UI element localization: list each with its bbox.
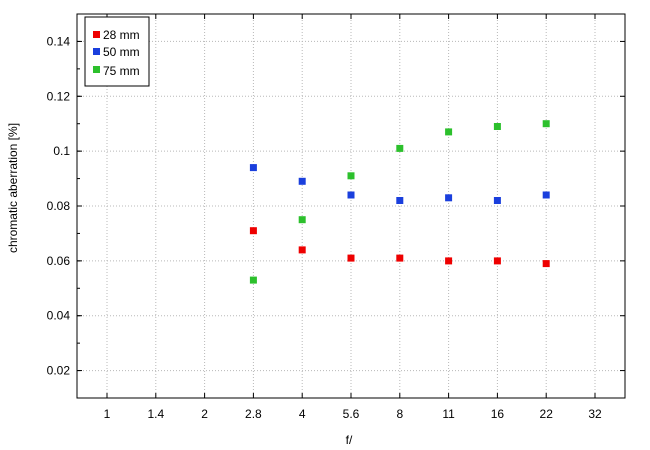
y-tick-label: 0.04 bbox=[47, 309, 71, 323]
point-75mm-f22 bbox=[542, 120, 550, 128]
x-tick-label: 16 bbox=[491, 407, 505, 421]
legend-marker-75mm bbox=[93, 66, 100, 73]
x-tick-label: 2 bbox=[201, 407, 208, 421]
x-tick-label: 22 bbox=[540, 407, 554, 421]
legend-item-75mm: 75 mm bbox=[93, 64, 140, 78]
axis-ticks bbox=[77, 13, 625, 399]
x-axis-label: f/ bbox=[346, 433, 353, 447]
x-axis-tick-labels: 1 1.4 2 2.8 4 5.6 8 11 16 22 32 bbox=[104, 407, 602, 421]
point-75mm-f2.8 bbox=[249, 276, 257, 284]
legend-item-28mm: 28 mm bbox=[93, 28, 140, 42]
y-axis-label: chromatic aberration [%] bbox=[6, 123, 20, 253]
point-50mm-f16 bbox=[493, 197, 501, 204]
point-50mm-f5.6 bbox=[347, 191, 355, 199]
x-tick-label: 8 bbox=[396, 407, 403, 421]
point-75mm-f4 bbox=[298, 216, 306, 224]
x-tick-label: 11 bbox=[442, 407, 455, 421]
point-50mm-f4 bbox=[298, 177, 306, 185]
point-50mm-f8 bbox=[396, 197, 404, 204]
y-tick-label: 0.08 bbox=[47, 199, 71, 213]
point-50mm-f22 bbox=[542, 191, 550, 199]
point-75mm-f8 bbox=[396, 144, 404, 152]
legend-marker-28mm bbox=[93, 31, 100, 38]
legend: 28 mm 50 mm 75 mm bbox=[84, 16, 150, 87]
legend-label-75mm: 75 mm bbox=[103, 64, 140, 78]
y-tick-label: 0.06 bbox=[47, 254, 71, 268]
y-tick-label: 0.02 bbox=[47, 364, 71, 378]
point-28mm-f2.8 bbox=[249, 227, 257, 235]
point-75mm-f11 bbox=[445, 128, 453, 136]
point-50mm-f11 bbox=[445, 194, 453, 202]
point-50mm-f2.8 bbox=[249, 164, 257, 172]
y-tick-label: 0.12 bbox=[47, 89, 71, 103]
x-tick-label: 1.4 bbox=[147, 407, 164, 421]
y-tick-label: 0.14 bbox=[47, 34, 71, 48]
x-tick-label: 2.8 bbox=[245, 407, 262, 421]
y-axis-tick-labels: 0.02 0.04 0.06 0.08 0.1 0.12 0.14 bbox=[47, 34, 71, 377]
legend-item-50mm: 50 mm bbox=[93, 45, 140, 59]
y-tick-label: 0.1 bbox=[53, 144, 70, 158]
x-tick-label: 1 bbox=[104, 407, 111, 421]
x-tick-label: 32 bbox=[588, 407, 602, 421]
point-28mm-f16 bbox=[493, 257, 501, 265]
data-points bbox=[249, 120, 550, 284]
point-28mm-f22 bbox=[542, 260, 550, 268]
point-28mm-f8 bbox=[396, 254, 404, 262]
x-tick-label: 5.6 bbox=[343, 407, 360, 421]
legend-label-50mm: 50 mm bbox=[103, 45, 140, 59]
legend-label-28mm: 28 mm bbox=[103, 28, 140, 42]
point-75mm-f5.6 bbox=[347, 172, 355, 180]
point-75mm-f16 bbox=[493, 123, 501, 130]
point-28mm-f4 bbox=[298, 246, 306, 254]
point-28mm-f11 bbox=[445, 257, 453, 265]
legend-marker-50mm bbox=[93, 48, 100, 55]
x-tick-label: 4 bbox=[299, 407, 306, 421]
point-28mm-f5.6 bbox=[347, 254, 355, 262]
grid bbox=[77, 14, 625, 398]
